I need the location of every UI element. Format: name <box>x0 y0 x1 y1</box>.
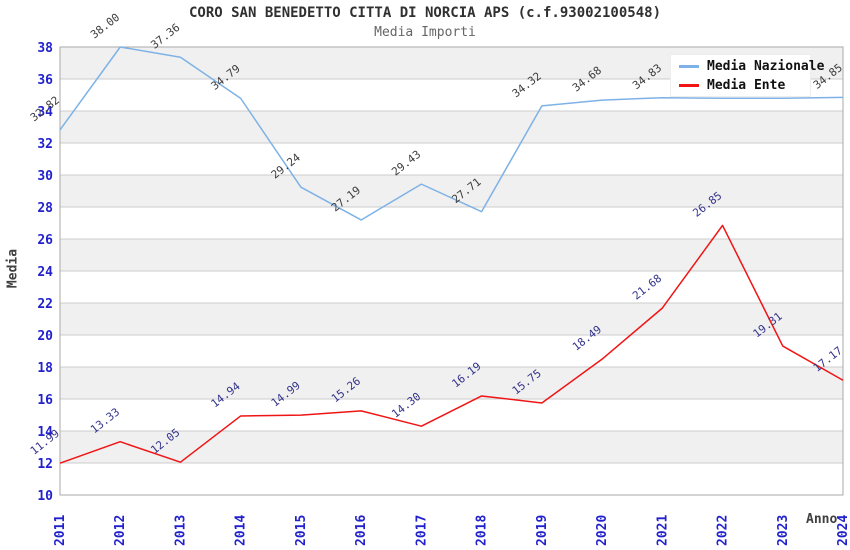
page-subtitle: Media Importi <box>374 25 476 40</box>
y-tick-label: 34 <box>37 105 53 120</box>
gridlines <box>60 78 843 464</box>
band <box>60 143 843 175</box>
band <box>60 111 843 143</box>
x-tick-label: 2011 <box>53 515 68 546</box>
x-tick-label: 2012 <box>113 515 128 546</box>
x-tick-label: 2017 <box>414 515 429 546</box>
y-tick-label: 32 <box>37 137 53 152</box>
x-tick-label: 2020 <box>595 515 610 546</box>
y-tick-label: 22 <box>37 297 53 312</box>
band <box>60 207 843 239</box>
x-tick-label: 2013 <box>173 515 188 546</box>
band <box>60 367 843 399</box>
y-tick-label: 14 <box>37 425 53 440</box>
x-tick-label: 2022 <box>716 515 731 546</box>
y-tick-label: 20 <box>37 329 53 344</box>
band <box>60 239 843 271</box>
y-tick-label: 12 <box>37 457 53 472</box>
x-axis-title: Anno <box>806 512 838 527</box>
band <box>60 303 843 335</box>
y-tick-label: 18 <box>37 361 53 376</box>
page-title: CORO SAN BENEDETTO CITTA DI NORCIA APS (… <box>188 5 661 21</box>
series-line-media-ente <box>59 224 844 464</box>
band <box>60 463 843 495</box>
y-tick-label: 30 <box>37 169 53 184</box>
x-tick-label: 2016 <box>354 515 369 546</box>
band <box>60 335 843 367</box>
plot-border <box>59 46 844 496</box>
x-tick-label: 2015 <box>294 515 309 546</box>
x-tick-label: 2019 <box>535 515 550 546</box>
y-tick-label: 10 <box>37 489 53 504</box>
legend-swatch-media-nazionale <box>679 64 699 68</box>
y-tick-label: 24 <box>37 265 53 280</box>
y-tick-label: 36 <box>37 73 53 88</box>
band <box>60 399 843 431</box>
chart-legend: Media Nazionale Media Ente <box>670 54 824 97</box>
y-tick-label: 28 <box>37 201 53 216</box>
legend-label-media-nazionale: Media Nazionale <box>707 58 825 74</box>
y-axis-ticks: 10 12 14 16 18 20 22 24 26 28 30 32 34 36 38 <box>37 41 53 504</box>
x-tick-label: 2023 <box>776 515 791 546</box>
x-axis-ticks: 2011 2012 2013 2014 2015 2016 2017 2018 2019 2020… <box>53 515 850 546</box>
y-axis-title: Media <box>5 248 21 289</box>
legend-swatch-media-ente <box>679 83 699 87</box>
y-tick-label: 38 <box>37 41 53 56</box>
legend-label-media-ente: Media Ente <box>707 77 786 93</box>
band <box>60 271 843 303</box>
x-tick-label: 2014 <box>234 515 249 546</box>
x-tick-label: 2021 <box>655 515 670 546</box>
series-line-media-nazionale <box>59 46 844 221</box>
band <box>60 175 843 207</box>
band <box>60 431 843 463</box>
y-tick-label: 26 <box>37 233 53 248</box>
y-tick-label: 16 <box>37 393 53 408</box>
legend-item-media-nazionale: Media Nazionale <box>679 59 824 74</box>
legend-item-media-ente: Media Ente <box>679 78 810 93</box>
x-tick-label: 2018 <box>475 515 490 546</box>
x-tick-label: 2024 <box>836 515 850 546</box>
